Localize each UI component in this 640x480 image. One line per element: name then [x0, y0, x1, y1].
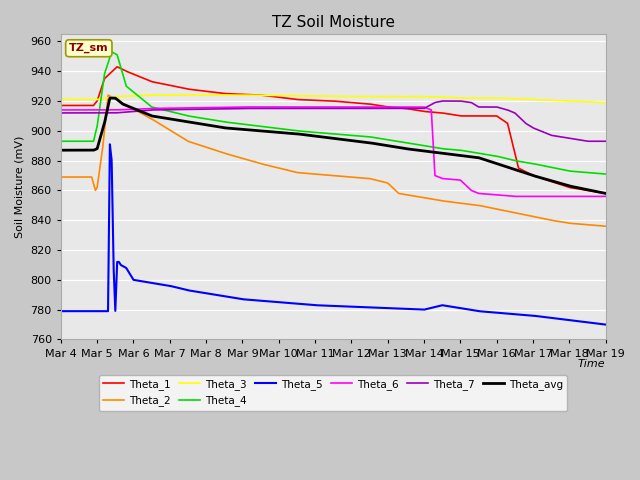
Theta_5 — [106, 142, 114, 147]
Theta_7 — [265, 106, 273, 111]
Theta_6 — [412, 104, 419, 110]
Theta_5 — [412, 306, 419, 312]
Text: Time: Time — [578, 360, 605, 369]
Theta_4 — [108, 49, 116, 55]
Legend: Theta_1, Theta_2, Theta_3, Theta_4, Theta_5, Theta_6, Theta_7, Theta_avg: Theta_1, Theta_2, Theta_3, Theta_4, Thet… — [99, 375, 568, 410]
Theta_5 — [505, 311, 513, 316]
Theta_5 — [384, 305, 392, 311]
Line: Theta_avg: Theta_avg — [61, 98, 605, 193]
Theta_6 — [384, 104, 392, 110]
Theta_4 — [602, 171, 609, 177]
Line: Theta_1: Theta_1 — [61, 67, 605, 193]
Theta_1 — [156, 81, 164, 86]
Theta_5 — [156, 281, 164, 287]
Theta_1 — [384, 104, 392, 110]
Theta_4 — [463, 148, 471, 154]
Theta_3 — [156, 92, 164, 98]
Theta_2 — [104, 92, 112, 98]
Theta_avg — [602, 191, 609, 196]
Theta_1 — [412, 107, 419, 113]
Theta_3 — [412, 94, 419, 99]
Theta_4 — [265, 124, 273, 130]
Theta_2 — [265, 163, 273, 168]
Theta_avg — [156, 114, 164, 120]
Theta_7 — [412, 106, 419, 111]
Theta_2 — [57, 174, 65, 180]
Theta_5 — [602, 322, 609, 327]
Y-axis label: Soil Moisture (mV): Soil Moisture (mV) — [15, 135, 25, 238]
Theta_avg — [412, 147, 419, 153]
Theta_4 — [384, 137, 392, 143]
Theta_3 — [148, 92, 156, 98]
Line: Theta_2: Theta_2 — [61, 95, 605, 226]
Theta_3 — [384, 94, 392, 99]
Theta_2 — [505, 209, 513, 215]
Line: Theta_5: Theta_5 — [61, 144, 605, 324]
Theta_6 — [239, 104, 246, 110]
Theta_3 — [463, 95, 471, 101]
Text: TZ_sm: TZ_sm — [69, 43, 109, 53]
Theta_avg — [57, 147, 65, 153]
Theta_7 — [584, 138, 591, 144]
Theta_7 — [156, 107, 164, 113]
Theta_avg — [265, 129, 273, 134]
Theta_1 — [57, 103, 65, 108]
Line: Theta_3: Theta_3 — [61, 95, 605, 103]
Theta_3 — [265, 93, 273, 98]
Theta_5 — [265, 299, 273, 304]
Line: Theta_6: Theta_6 — [61, 107, 605, 196]
Theta_avg — [463, 154, 471, 159]
Theta_7 — [384, 106, 392, 111]
Theta_6 — [156, 106, 164, 111]
Theta_avg — [106, 95, 114, 101]
Theta_4 — [57, 138, 65, 144]
Theta_6 — [505, 193, 513, 199]
Theta_5 — [463, 306, 471, 312]
Theta_avg — [505, 165, 513, 170]
Title: TZ Soil Moisture: TZ Soil Moisture — [272, 15, 395, 30]
Theta_7 — [463, 99, 471, 105]
Line: Theta_4: Theta_4 — [61, 52, 605, 174]
Theta_1 — [463, 113, 471, 119]
Theta_4 — [505, 156, 513, 162]
Theta_3 — [57, 96, 65, 102]
Theta_6 — [265, 104, 273, 110]
Line: Theta_7: Theta_7 — [61, 101, 605, 141]
Theta_avg — [384, 143, 392, 149]
Theta_6 — [463, 184, 471, 190]
Theta_2 — [156, 121, 164, 127]
Theta_6 — [511, 193, 518, 199]
Theta_2 — [602, 223, 609, 229]
Theta_2 — [463, 201, 471, 207]
Theta_1 — [113, 64, 121, 70]
Theta_1 — [602, 191, 609, 196]
Theta_2 — [384, 180, 392, 186]
Theta_2 — [412, 193, 419, 199]
Theta_7 — [505, 108, 513, 113]
Theta_6 — [602, 193, 609, 199]
Theta_5 — [57, 308, 65, 314]
Theta_1 — [265, 93, 273, 99]
Theta_3 — [602, 100, 609, 106]
Theta_7 — [57, 110, 65, 116]
Theta_7 — [602, 138, 609, 144]
Theta_4 — [156, 106, 164, 112]
Theta_4 — [412, 142, 419, 147]
Theta_1 — [505, 126, 513, 132]
Theta_3 — [505, 96, 513, 101]
Theta_6 — [57, 107, 65, 113]
Theta_7 — [438, 98, 446, 104]
